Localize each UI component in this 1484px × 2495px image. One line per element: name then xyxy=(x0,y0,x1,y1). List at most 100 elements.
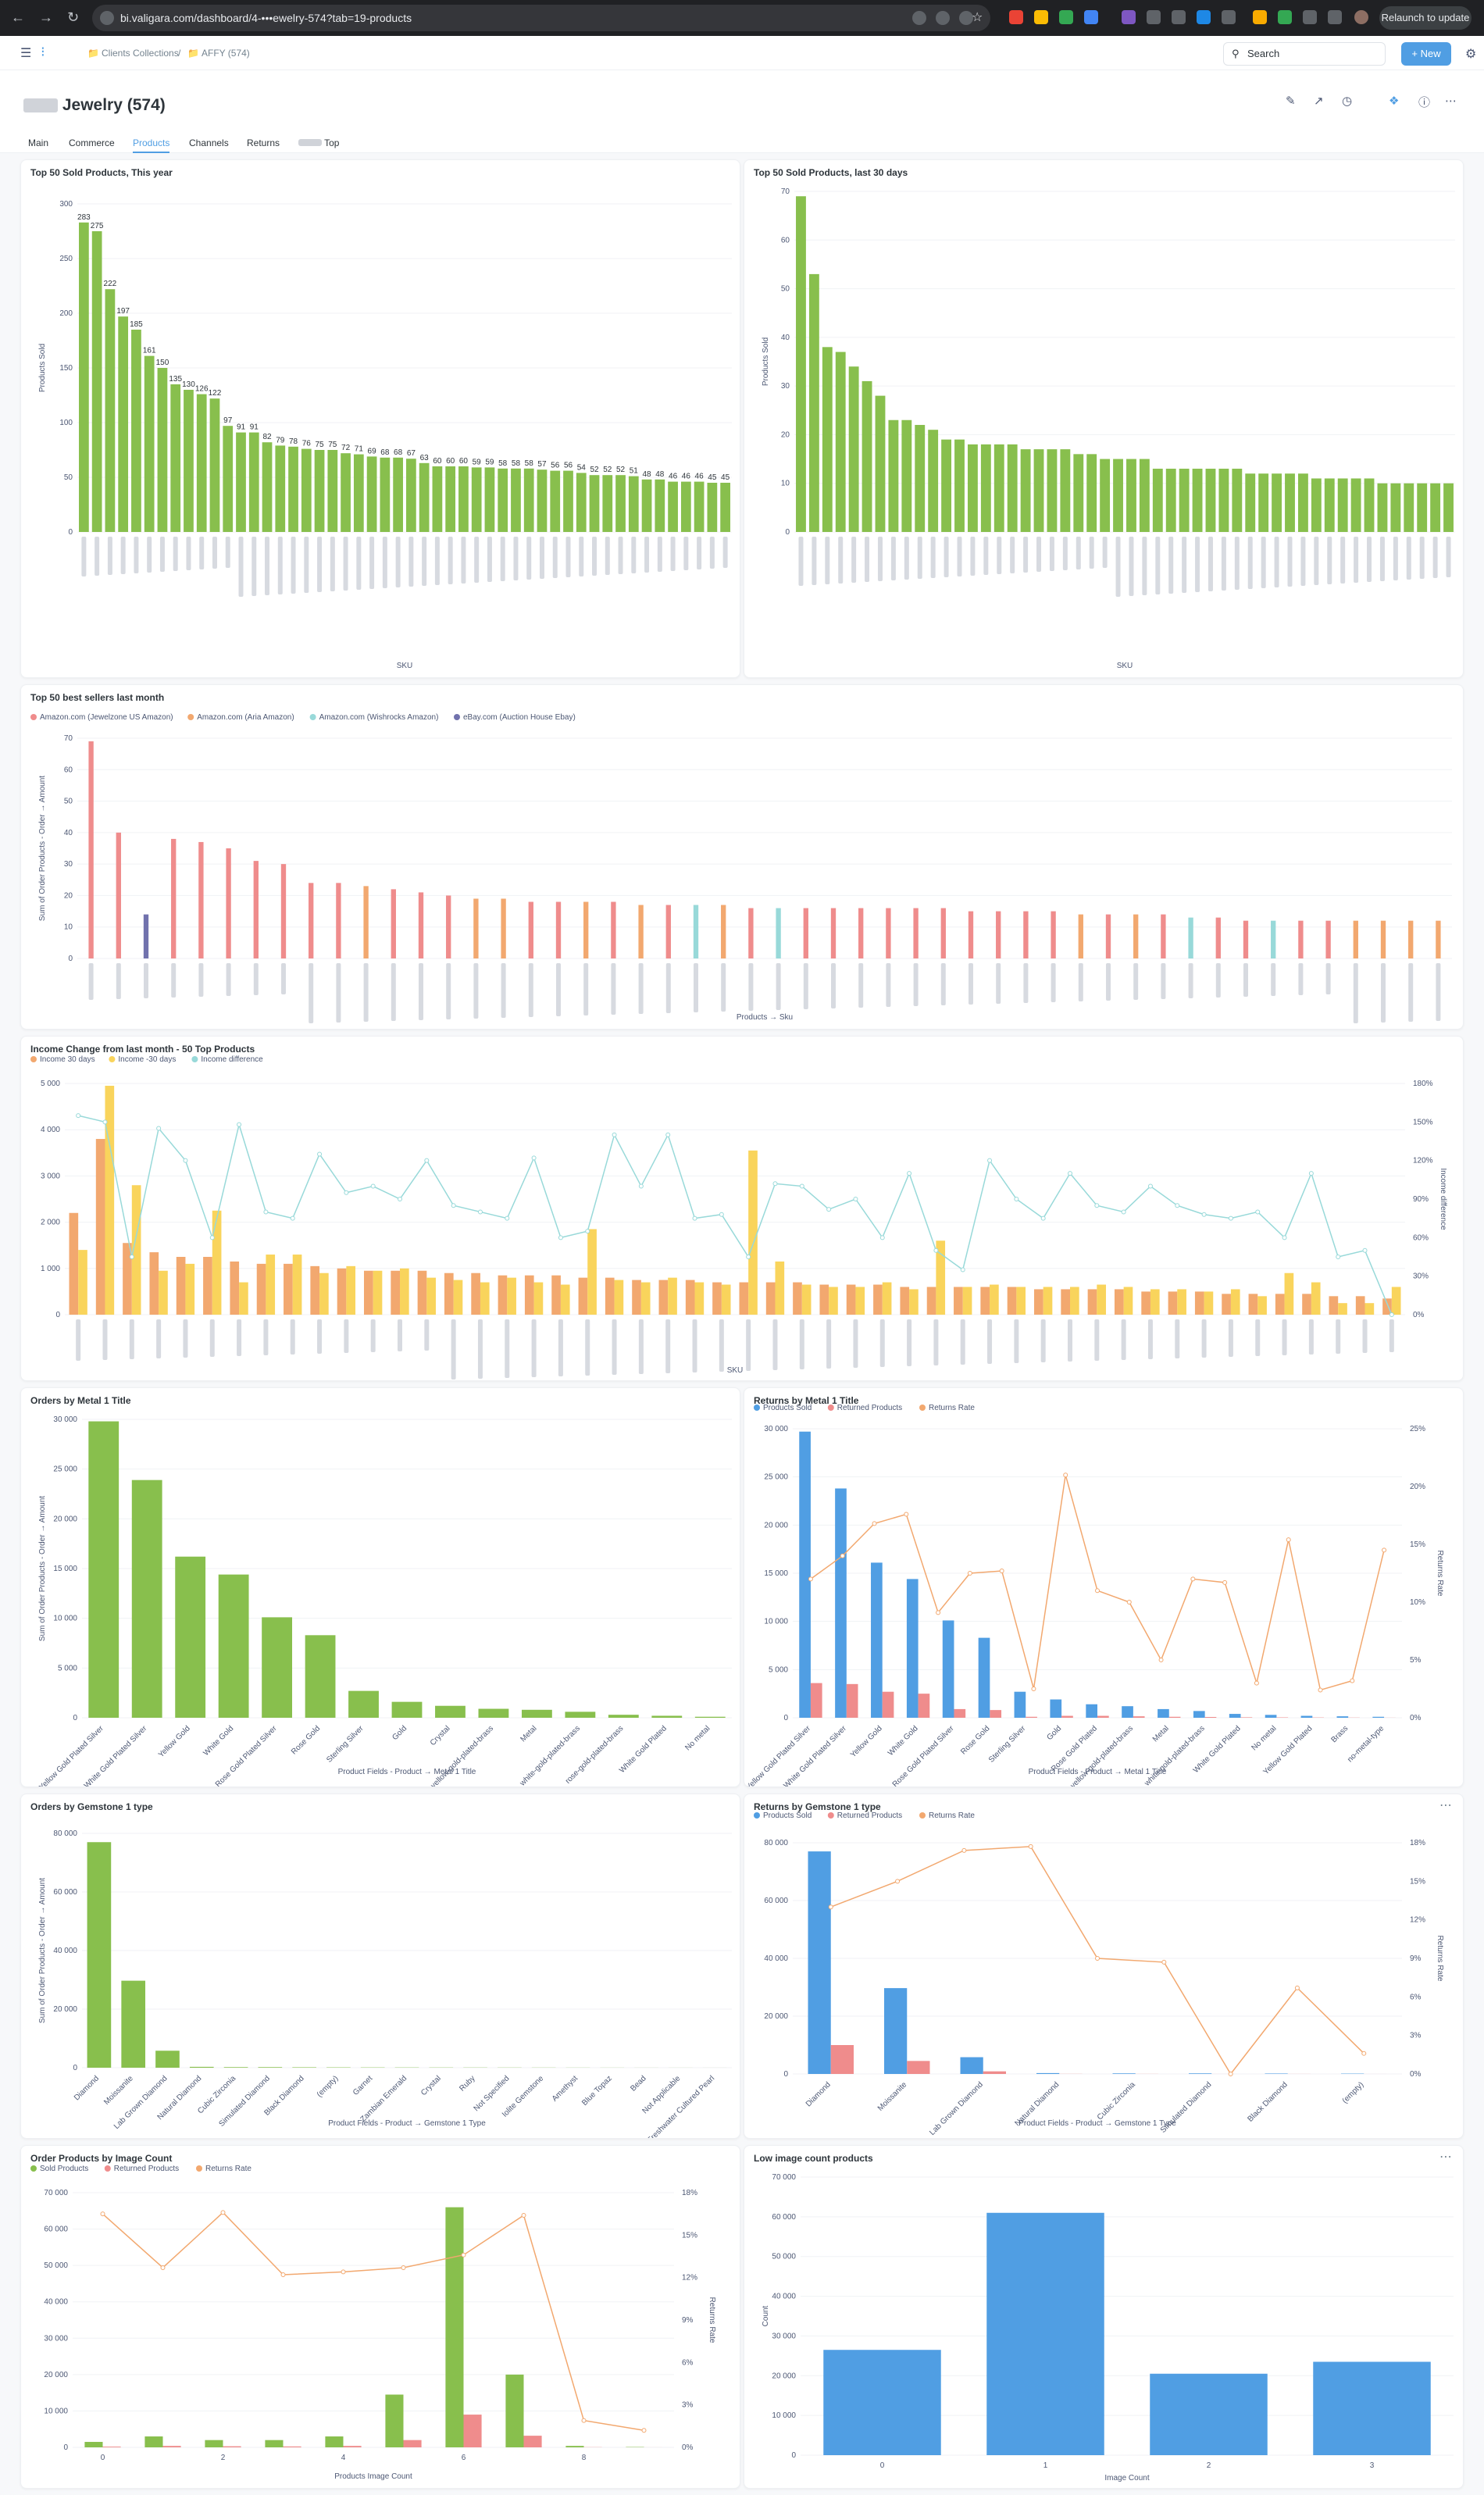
extension-icon[interactable] xyxy=(1303,10,1317,24)
calendar-extension-icon[interactable] xyxy=(1009,10,1023,24)
extension-icon[interactable] xyxy=(1197,10,1211,24)
menu-icon[interactable]: ☰ xyxy=(20,47,32,60)
share-icon[interactable]: ↗ xyxy=(1314,95,1324,108)
tab-top[interactable]: Top xyxy=(298,137,339,148)
redacted-text xyxy=(23,98,58,113)
bar xyxy=(209,398,220,532)
zoom-icon[interactable] xyxy=(936,11,950,25)
line-point xyxy=(341,2269,346,2275)
password-key-icon[interactable] xyxy=(912,11,926,25)
dashboard-title[interactable]: Jewelry (574) xyxy=(23,96,166,115)
data-label: 57 xyxy=(537,460,547,469)
y-tick-label: 20 000 xyxy=(764,1521,788,1529)
y-tick-label: 40 000 xyxy=(53,1947,77,1955)
tab-commerce[interactable]: Commerce xyxy=(69,137,115,148)
address-bar[interactable]: bi.valigara.com/dashboard/4-•••ewelry-57… xyxy=(92,5,990,31)
bookmark-icon[interactable]: ❖ xyxy=(1389,95,1400,108)
more-icon[interactable]: ⋯ xyxy=(1439,2151,1452,2164)
bar xyxy=(144,355,155,532)
data-label: 45 xyxy=(708,473,717,482)
mic-icon[interactable] xyxy=(1172,10,1186,24)
tab-returns[interactable]: Returns xyxy=(247,137,280,148)
tab-products[interactable]: Products xyxy=(133,137,170,153)
extension-icon[interactable] xyxy=(1278,10,1292,24)
line-point xyxy=(879,1235,885,1240)
card-top50-30days[interactable]: Top 50 Sold Products, last 30 days 0 10 20… xyxy=(744,159,1464,678)
more-icon[interactable]: ⋯ xyxy=(1445,95,1457,108)
redacted-tick-label xyxy=(134,537,139,573)
tab-main[interactable]: Main xyxy=(28,137,49,148)
bar-series-b xyxy=(162,2446,181,2447)
x-tick-label: Crystal xyxy=(429,1724,452,1747)
bar-series-a xyxy=(95,1139,105,1315)
bar xyxy=(1205,469,1216,532)
forward-icon[interactable]: → xyxy=(39,9,53,25)
card-top50-year[interactable]: Top 50 Sold Products, This year 0 50 100 15… xyxy=(20,159,740,678)
bookmark-star-icon[interactable]: ☆ xyxy=(972,11,983,24)
chart-top50-30days: 0 10 20 30 40 50 60 70 Products Sold SKU xyxy=(762,187,1455,670)
avatar[interactable] xyxy=(1354,10,1368,24)
card-income-change[interactable]: Income Change from last month - 50 Top P… xyxy=(20,1036,1464,1381)
data-label: 48 xyxy=(655,470,665,479)
bar xyxy=(155,2051,180,2068)
redacted-text xyxy=(298,139,322,146)
breadcrumb-collection[interactable]: Clients Collections xyxy=(102,48,179,59)
redacted-tick-label xyxy=(1408,963,1414,1022)
history-icon[interactable]: ◷ xyxy=(1342,95,1353,108)
redacted-tick-label xyxy=(1068,1319,1072,1362)
redacted-tick-label xyxy=(1076,537,1081,569)
redacted-tick-label xyxy=(144,963,148,998)
legend-label: Amazon.com (Aria Amazon) xyxy=(197,713,294,722)
share-icon[interactable] xyxy=(959,11,973,25)
line-point xyxy=(612,1132,617,1137)
s-extension-icon[interactable] xyxy=(1122,10,1136,24)
redacted-tick-label xyxy=(107,537,112,575)
x-tick-label: Sterling Silver xyxy=(325,1724,366,1765)
bar-series-b xyxy=(640,1282,651,1315)
redacted-tick-label xyxy=(670,537,676,571)
relaunch-button[interactable]: Relaunch to update xyxy=(1379,6,1472,30)
bar xyxy=(118,316,129,532)
extension-icon[interactable] xyxy=(1034,10,1048,24)
gear-icon[interactable]: ⚙ xyxy=(1465,48,1477,61)
redacted-tick-label xyxy=(1023,537,1029,573)
extension-icon[interactable] xyxy=(1084,10,1098,24)
tab-channels[interactable]: Channels xyxy=(189,137,229,148)
y-tick-label: 60 000 xyxy=(764,1897,788,1905)
card-returns-metal[interactable]: Returns by Metal 1 Title 0 5 000 10 000 15 … xyxy=(744,1387,1464,1787)
logo-icon[interactable]: ⁝ xyxy=(41,44,45,59)
bar-series-b xyxy=(1168,1716,1181,1718)
edit-icon[interactable]: ✎ xyxy=(1286,95,1296,108)
reload-icon[interactable]: ↻ xyxy=(67,9,80,25)
card-orders-gemstone[interactable]: Orders by Gemstone 1 type 0 20 000 40 000 6… xyxy=(20,1794,740,2139)
x-tick-label: Blue Topaz xyxy=(580,2074,614,2108)
data-label: 71 xyxy=(355,445,364,454)
card-best-sellers[interactable]: Top 50 best sellers last month Amazon.co… xyxy=(20,684,1464,1030)
bar xyxy=(226,848,231,958)
data-label: 78 xyxy=(289,437,298,446)
info-icon[interactable]: ⓘ xyxy=(1418,96,1431,109)
puzzle-icon[interactable] xyxy=(1328,10,1342,24)
card-orders-metal[interactable]: Orders by Metal 1 Title 0 5 000 10 000 15 0… xyxy=(20,1387,740,1787)
back-icon[interactable]: ← xyxy=(11,9,25,25)
breadcrumb-affy[interactable]: AFFY (574) xyxy=(202,48,250,59)
new-button[interactable]: + New xyxy=(1401,42,1451,66)
card-returns-gemstone[interactable]: Returns by Gemstone 1 type ⋯ 0 20 000 40 0… xyxy=(744,1794,1464,2139)
line-point xyxy=(960,1267,965,1272)
card-image-count[interactable]: Order Products by Image Count 0 10 000 20 … xyxy=(20,2145,740,2489)
line-point xyxy=(907,1171,912,1176)
site-info-icon[interactable] xyxy=(100,11,114,25)
y-tick-label: 10 000 xyxy=(772,2411,796,2420)
card-low-image-count[interactable]: Low image count products ⋯ 0 10 000 20 000… xyxy=(744,2145,1464,2489)
extension-icon[interactable] xyxy=(1059,10,1073,24)
redacted-tick-label xyxy=(448,537,453,584)
bar xyxy=(550,470,561,532)
search-box[interactable]: ⚲ Search xyxy=(1223,42,1386,66)
power-icon[interactable] xyxy=(1253,10,1267,24)
data-label: 59 xyxy=(485,458,494,466)
redacted-tick-label xyxy=(251,537,257,596)
extension-icon[interactable] xyxy=(1222,10,1236,24)
bar xyxy=(694,1716,726,1718)
more-icon[interactable]: ⋯ xyxy=(1439,1799,1452,1812)
extension-icon[interactable] xyxy=(1147,10,1161,24)
